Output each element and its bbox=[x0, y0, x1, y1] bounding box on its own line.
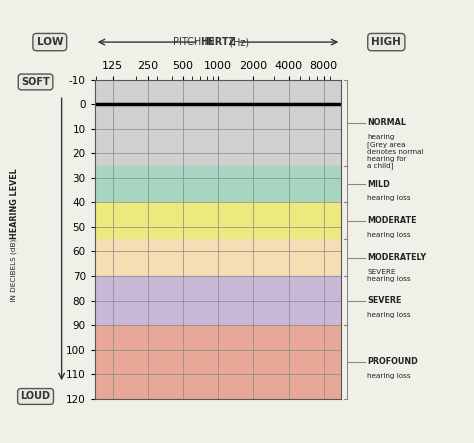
Text: LOW: LOW bbox=[36, 37, 63, 47]
Text: hearing
[Grey area
denotes normal
hearing for
a child]: hearing [Grey area denotes normal hearin… bbox=[367, 134, 424, 169]
Text: IN DECIBELS (dB): IN DECIBELS (dB) bbox=[11, 239, 18, 304]
Text: SEVERE
hearing loss: SEVERE hearing loss bbox=[367, 269, 411, 282]
Text: hearing loss: hearing loss bbox=[367, 311, 411, 318]
Text: hearing loss: hearing loss bbox=[367, 195, 411, 201]
Text: (Hz): (Hz) bbox=[227, 37, 249, 47]
Bar bbox=[95, 325, 341, 399]
Text: HIGH: HIGH bbox=[371, 37, 401, 47]
Text: MODERATE: MODERATE bbox=[367, 216, 417, 225]
Bar bbox=[95, 80, 341, 166]
Bar bbox=[95, 202, 341, 239]
Bar bbox=[95, 166, 341, 202]
Bar bbox=[95, 239, 341, 276]
Text: HERTZ: HERTZ bbox=[200, 37, 236, 47]
Text: SOFT: SOFT bbox=[21, 77, 50, 87]
Text: MODERATELY: MODERATELY bbox=[367, 253, 427, 262]
Bar bbox=[95, 276, 341, 325]
Text: HEARING LEVEL: HEARING LEVEL bbox=[10, 168, 18, 239]
Text: PROFOUND: PROFOUND bbox=[367, 358, 418, 366]
Text: hearing loss: hearing loss bbox=[367, 232, 411, 238]
Text: hearing loss: hearing loss bbox=[367, 373, 411, 379]
Text: MILD: MILD bbox=[367, 179, 390, 189]
Text: PITCH IN: PITCH IN bbox=[173, 37, 218, 47]
Text: NORMAL: NORMAL bbox=[367, 118, 406, 127]
Text: LOUD: LOUD bbox=[20, 392, 51, 401]
Text: SEVERE: SEVERE bbox=[367, 296, 402, 305]
